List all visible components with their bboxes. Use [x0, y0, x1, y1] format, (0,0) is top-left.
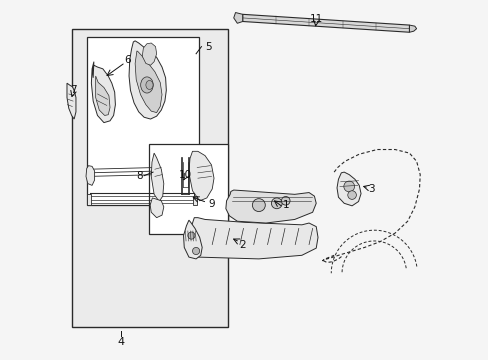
Bar	[86, 194, 91, 205]
Polygon shape	[233, 13, 242, 23]
Polygon shape	[336, 172, 360, 206]
Bar	[72, 30, 227, 327]
Polygon shape	[188, 151, 214, 201]
Circle shape	[281, 197, 289, 205]
Circle shape	[187, 232, 195, 239]
Polygon shape	[135, 51, 162, 113]
Polygon shape	[183, 220, 202, 259]
Text: 6: 6	[124, 55, 131, 65]
Polygon shape	[151, 153, 163, 202]
Circle shape	[343, 181, 354, 192]
Polygon shape	[96, 76, 110, 116]
Text: 2: 2	[239, 239, 245, 249]
Text: 9: 9	[208, 199, 215, 210]
Polygon shape	[225, 190, 316, 223]
Text: 8: 8	[137, 171, 143, 181]
Bar	[87, 37, 198, 205]
Text: 5: 5	[205, 42, 211, 51]
Ellipse shape	[141, 77, 153, 93]
Ellipse shape	[145, 81, 153, 89]
Polygon shape	[188, 218, 317, 259]
Polygon shape	[150, 198, 163, 218]
Circle shape	[347, 191, 356, 199]
Polygon shape	[129, 41, 166, 119]
Text: 3: 3	[368, 184, 374, 194]
Text: 7: 7	[70, 85, 76, 95]
Bar	[192, 196, 196, 205]
Polygon shape	[67, 83, 76, 119]
Polygon shape	[408, 25, 416, 32]
Polygon shape	[86, 166, 94, 185]
Circle shape	[192, 247, 199, 255]
Circle shape	[271, 198, 282, 209]
Bar	[149, 144, 228, 234]
Polygon shape	[142, 43, 156, 65]
Text: 1: 1	[282, 200, 288, 210]
Text: 4: 4	[117, 337, 124, 347]
Polygon shape	[242, 14, 408, 32]
Polygon shape	[91, 62, 115, 123]
Text: 10: 10	[179, 170, 191, 180]
Text: 11: 11	[309, 14, 322, 24]
Circle shape	[252, 199, 265, 212]
